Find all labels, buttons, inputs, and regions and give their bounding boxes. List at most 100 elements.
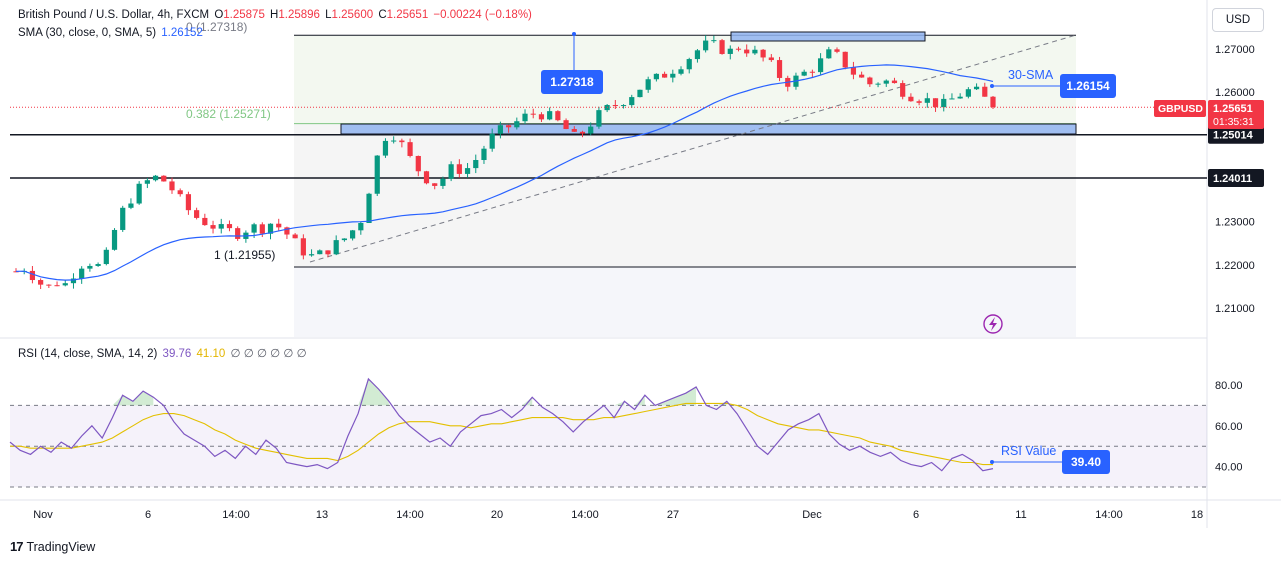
candle-body bbox=[169, 181, 175, 191]
candle-body bbox=[555, 111, 561, 121]
open-value: 1.25875 bbox=[223, 9, 265, 21]
rsi-legend: RSI (14, close, SMA, 14, 2) 39.76 41.10 … bbox=[18, 346, 307, 360]
symbol-tag-label: GBPUSD bbox=[1158, 103, 1203, 115]
candle-body bbox=[366, 193, 372, 223]
time-axis-tick: Dec bbox=[802, 509, 822, 521]
tradingview-branding[interactable]: 17 TradingView bbox=[10, 539, 95, 554]
candle-body bbox=[226, 224, 233, 229]
close-value: 1.25651 bbox=[386, 9, 429, 21]
level-price-label: 1.24011 bbox=[1213, 173, 1252, 185]
candle-body bbox=[891, 80, 898, 84]
candle-body bbox=[481, 148, 487, 161]
open-label: O bbox=[214, 9, 224, 21]
candle-body bbox=[489, 133, 495, 149]
candle-body bbox=[161, 175, 167, 182]
tradingview-logo-icon: 17 bbox=[10, 539, 24, 554]
candle-body bbox=[284, 227, 290, 235]
candle-body bbox=[637, 89, 643, 98]
candle-body bbox=[661, 73, 668, 78]
symbol-title[interactable]: British Pound / U.S. Dollar, 4h, FXCM bbox=[18, 9, 210, 21]
candle-body bbox=[136, 183, 142, 204]
candle-body bbox=[883, 80, 889, 84]
candle-body bbox=[752, 49, 758, 54]
sma-indicator-value: 1.26152 bbox=[161, 27, 203, 39]
support-zone bbox=[340, 123, 1077, 135]
candle-body bbox=[38, 280, 44, 285]
candle-body bbox=[440, 178, 446, 186]
candle-body bbox=[448, 164, 454, 179]
candle-body bbox=[391, 140, 397, 142]
rsi-indicator-label[interactable]: RSI (14, close, SMA, 14, 2) bbox=[18, 348, 158, 360]
candle-body bbox=[128, 203, 134, 208]
candle-body bbox=[399, 140, 405, 143]
last-price-tag bbox=[1208, 100, 1264, 129]
tradingview-name: TradingView bbox=[26, 539, 96, 554]
time-axis-tick: 6 bbox=[913, 509, 919, 521]
candle-body bbox=[859, 74, 865, 78]
candle-body bbox=[563, 120, 569, 130]
candle-body bbox=[235, 228, 241, 239]
time-axis-tick: 18 bbox=[1191, 509, 1203, 521]
candle-body bbox=[317, 250, 323, 255]
low-label: L bbox=[325, 9, 332, 21]
rsi-axis-tick: 40.00 bbox=[1215, 462, 1243, 474]
currency-button[interactable]: USD bbox=[1212, 8, 1264, 32]
candle-body bbox=[333, 240, 339, 255]
symbol-tag bbox=[1154, 100, 1206, 117]
rsi-overbought-fill bbox=[112, 395, 123, 406]
rsi-line bbox=[9, 377, 994, 472]
candle-body bbox=[596, 110, 602, 127]
candle-body bbox=[423, 171, 430, 184]
last-price-value: 1.25651 bbox=[1213, 103, 1253, 115]
time-axis-tick: 11 bbox=[1015, 509, 1026, 521]
candle-body bbox=[251, 224, 257, 233]
candle-body bbox=[456, 164, 462, 174]
lightning-icon bbox=[983, 314, 1003, 334]
candle-body bbox=[957, 96, 963, 99]
high-value: 1.25896 bbox=[278, 9, 320, 21]
candle-body bbox=[826, 49, 832, 59]
rsi-sma-value: 41.10 bbox=[196, 348, 226, 360]
rsi-band-fill bbox=[10, 405, 1207, 487]
rsi-overbought-fill bbox=[122, 395, 133, 406]
rsi-overbought-fill bbox=[665, 397, 676, 406]
candle-body bbox=[875, 83, 881, 85]
rsi-callout-value: 39.40 bbox=[1071, 455, 1101, 469]
candle-body bbox=[678, 69, 684, 74]
candle-body bbox=[464, 168, 471, 174]
candle-body bbox=[120, 207, 126, 230]
candle-body bbox=[941, 98, 947, 108]
candle-body bbox=[70, 278, 77, 284]
candle-body bbox=[579, 131, 586, 134]
candle-body bbox=[407, 142, 413, 156]
candle-body bbox=[530, 113, 536, 115]
bar-countdown: 01:35:31 bbox=[1213, 116, 1254, 128]
price-axis-tick: 1.22000 bbox=[1215, 260, 1255, 272]
candle-body bbox=[538, 114, 545, 120]
time-axis-tick: 20 bbox=[491, 509, 503, 521]
low-value: 1.25600 bbox=[331, 9, 374, 21]
candle-body bbox=[87, 265, 93, 269]
rsi-overbought-fill bbox=[143, 391, 154, 406]
callout-1-27318-label: 1.27318 bbox=[550, 75, 594, 89]
fib-level-0-label: 0 (1.27318) bbox=[186, 20, 247, 34]
candle-body bbox=[308, 254, 315, 256]
candle-body bbox=[341, 238, 348, 241]
rsi-indicator-value: 39.76 bbox=[162, 348, 192, 360]
candle-body bbox=[817, 58, 824, 73]
sma-indicator-label[interactable]: SMA (30, close, 0, SMA, 5) bbox=[18, 27, 157, 39]
candle-body bbox=[358, 222, 364, 231]
candle-body bbox=[850, 67, 857, 75]
candle-body bbox=[949, 98, 955, 100]
candle-body bbox=[54, 285, 60, 287]
sma-30-line bbox=[15, 64, 994, 281]
rsi-overbought-fill bbox=[358, 378, 369, 406]
candle-body bbox=[79, 268, 85, 279]
rsi-overbought-fill bbox=[716, 401, 727, 406]
time-axis-tick: 14:00 bbox=[222, 509, 250, 521]
rsi-overbought-fill bbox=[685, 387, 697, 406]
candle-body bbox=[210, 225, 216, 229]
candle-body bbox=[202, 217, 208, 226]
